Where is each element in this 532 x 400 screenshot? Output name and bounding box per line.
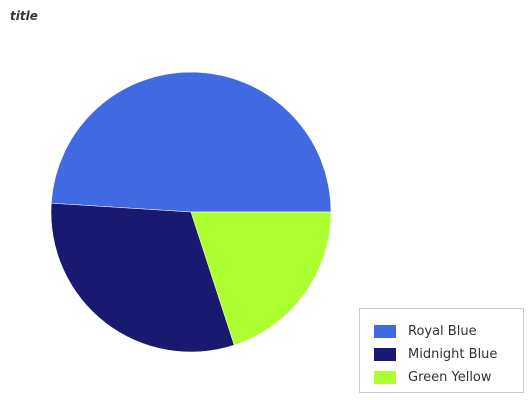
pie-slice-midnight-blue (50, 202, 235, 353)
pie-slice-green-yellow (190, 211, 332, 346)
legend-label-royal-blue: Royal Blue (408, 323, 477, 339)
legend-label-midnight-blue: Midnight Blue (408, 346, 498, 362)
chart-title: title (10, 9, 38, 23)
legend-item-royal-blue: Royal Blue (374, 323, 477, 339)
legend: Royal Blue Midnight Blue Green Yellow (359, 308, 524, 393)
legend-label-green-yellow: Green Yellow (408, 369, 492, 385)
legend-swatch-royal-blue (374, 324, 396, 338)
legend-item-midnight-blue: Midnight Blue (374, 346, 497, 362)
legend-item-green-yellow: Green Yellow (374, 369, 492, 385)
pie-slice-royal-blue (51, 71, 332, 213)
legend-swatch-green-yellow (374, 370, 396, 384)
legend-swatch-midnight-blue (374, 347, 396, 361)
